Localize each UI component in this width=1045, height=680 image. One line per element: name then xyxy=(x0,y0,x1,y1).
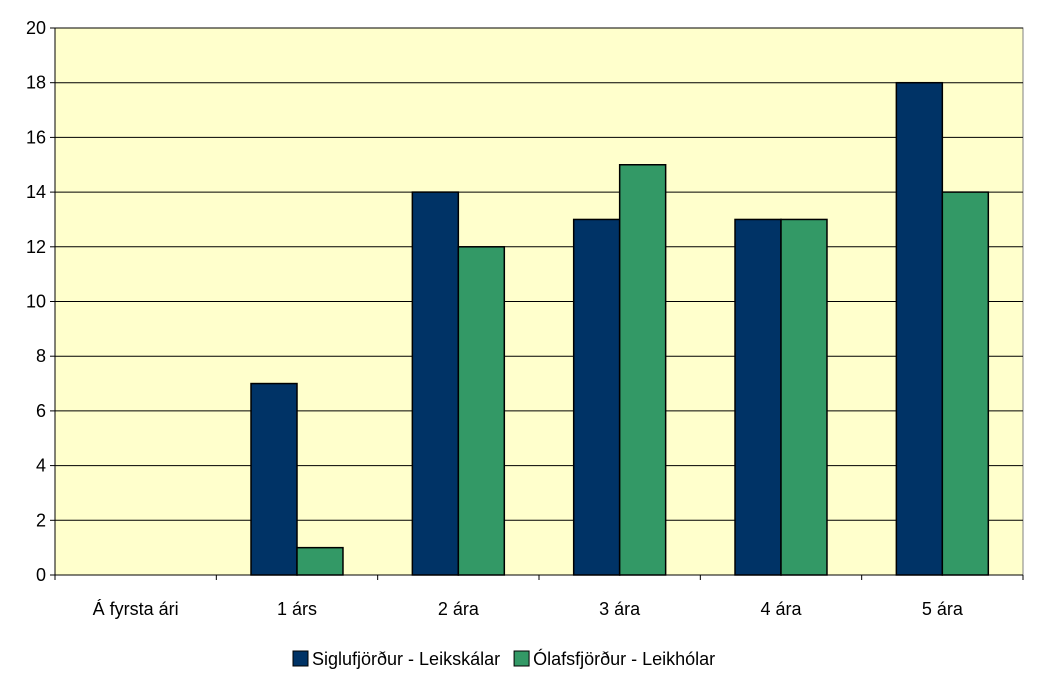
y-tick-label: 0 xyxy=(36,565,46,585)
x-tick-label: 4 ára xyxy=(760,599,802,619)
x-tick-label: 1 árs xyxy=(277,599,317,619)
legend-swatch xyxy=(513,650,530,667)
axes xyxy=(50,27,1024,580)
y-tick-label: 4 xyxy=(36,456,46,476)
legend-label: Siglufjörður - Leikskálar xyxy=(312,649,500,669)
bars xyxy=(250,81,990,576)
y-tick-label: 2 xyxy=(36,510,46,530)
bar xyxy=(734,218,782,576)
x-tick-label: 2 ára xyxy=(438,599,480,619)
y-tick-label: 18 xyxy=(26,73,46,93)
bar xyxy=(296,546,344,576)
grid-lines xyxy=(55,27,1023,521)
bar xyxy=(895,81,944,576)
y-tick-label: 14 xyxy=(26,182,46,202)
y-tick-label: 16 xyxy=(26,127,46,147)
y-tick-label: 12 xyxy=(26,237,46,257)
y-tick-label: 10 xyxy=(26,292,46,312)
bar xyxy=(780,218,828,576)
legend-label: Ólafsfjörður - Leikhólar xyxy=(533,648,715,669)
y-tick-label: 8 xyxy=(36,346,46,366)
x-tick-label: Á fyrsta ári xyxy=(93,599,179,619)
bar xyxy=(572,218,621,576)
y-tick-label: 6 xyxy=(36,401,46,421)
bar xyxy=(941,191,990,576)
x-tick-labels: Á fyrsta ári 1 árs 2 ára 3 ára 4 ára 5 ára xyxy=(93,599,964,619)
legend-swatch xyxy=(292,650,309,667)
legend: Siglufjörður - Leikskálar Ólafsfjörður - … xyxy=(292,648,715,669)
y-tick-labels: 0 2 4 6 8 10 12 14 16 18 20 xyxy=(26,18,46,585)
bar xyxy=(457,246,506,576)
bar xyxy=(618,164,667,576)
bar xyxy=(250,382,298,576)
x-tick-label: 5 ára xyxy=(922,599,964,619)
x-tick-label: 3 ára xyxy=(599,599,641,619)
bar xyxy=(411,191,460,576)
y-tick-label: 20 xyxy=(26,18,46,38)
